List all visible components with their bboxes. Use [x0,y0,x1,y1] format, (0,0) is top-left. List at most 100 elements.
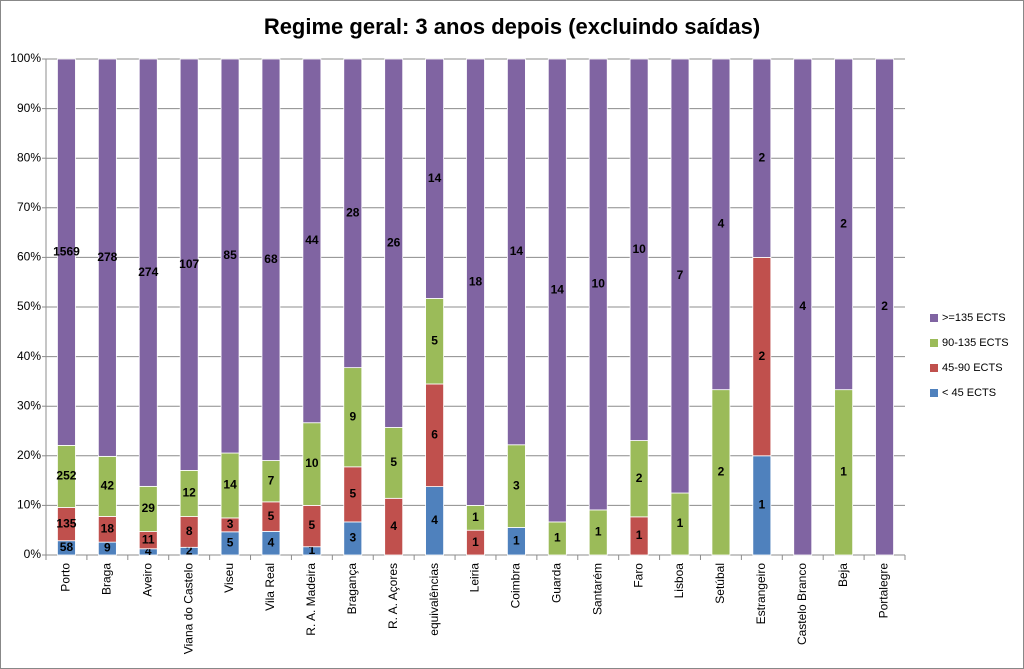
data-label: 2 [718,465,725,479]
x-tick-label: Bragança [345,563,359,615]
data-label: 18 [101,521,115,535]
data-label: 1 [513,533,520,547]
legend-label: >=135 ECTS [942,312,1006,324]
legend-swatch [930,364,938,372]
x-tick-label: Castelo Branco [795,563,809,645]
data-label: 2 [881,299,888,313]
data-label: 9 [349,409,356,423]
data-label: 7 [677,268,684,282]
x-tick-label: Aveiro [140,563,154,597]
data-label: 4 [390,519,397,533]
data-label: 3 [227,517,234,531]
y-tick-label: 80% [17,150,41,164]
y-tick-label: 90% [17,101,41,115]
data-label: 9 [104,541,111,555]
bar-segment [302,58,322,424]
data-label: 3 [513,478,520,492]
data-label: 68 [264,252,278,266]
data-label: 29 [142,501,156,515]
data-label: 1 [636,528,643,542]
data-label: 6 [431,427,438,441]
data-label: 8 [186,524,193,538]
y-tick-label: 0% [24,547,42,561]
bar-segment [220,58,240,454]
data-label: 4 [799,299,806,313]
x-tick-label: Beja [836,563,850,587]
x-tick-label: R. A. Madeira [304,563,318,636]
data-label: 10 [305,456,319,470]
x-tick-label: Viseu [222,563,236,593]
data-label: 58 [60,540,74,554]
bar-segment [179,58,199,471]
data-label: 274 [138,265,158,279]
data-label: 1 [758,498,765,512]
legend-label: 45-90 ECTS [942,362,1003,374]
x-tick-label: Lisboa [672,563,686,599]
y-tick-label: 40% [17,349,41,363]
data-label: 4 [145,544,152,558]
bar-segment [752,58,772,258]
data-label: 14 [551,283,565,297]
x-tick-label: Portalegre [877,563,891,619]
data-label: 2 [636,471,643,485]
data-label: 5 [309,518,316,532]
bar-segment [793,58,813,556]
bar-segment [875,58,894,556]
y-tick-label: 60% [17,250,41,264]
bar-segment [138,58,158,487]
data-label: 1 [595,525,602,539]
data-label: 1569 [53,244,80,258]
y-tick-label: 20% [17,448,41,462]
data-label: 11 [142,532,155,546]
data-label: 12 [182,486,196,500]
x-tick-label: Coimbra [509,563,523,609]
y-tick-label: 50% [17,299,41,313]
x-tick-label: Setúbal [713,563,727,604]
data-label: 3 [349,531,356,545]
y-tick-label: 30% [17,398,41,412]
data-label: 1 [840,465,847,479]
data-label: 44 [305,233,319,247]
data-label: 2 [840,217,847,231]
bar-segment [834,58,854,391]
chart-title: Regime geral: 3 anos depois (excluindo s… [264,14,760,39]
x-tick-label: Leiria [468,563,482,593]
data-label: 1 [472,535,479,549]
x-tick-label: R. A. Açores [386,563,400,629]
bar-segment [588,58,608,511]
x-tick-label: Braga [100,563,114,595]
data-label: 28 [346,205,360,219]
legend-label: < 45 ECTS [942,387,996,399]
data-label: 135 [56,516,76,530]
bar-segment [261,58,281,461]
data-label: 10 [632,242,646,256]
legend-swatch [930,314,938,322]
data-label: 1 [472,510,479,524]
data-label: 26 [387,235,401,249]
data-label: 85 [223,248,237,262]
x-tick-label: Viana do Castelo [181,563,195,655]
data-label: 5 [349,487,356,501]
data-label: 10 [592,277,606,291]
data-label: 14 [428,171,442,185]
data-label: 18 [469,274,483,288]
bar-segment [507,58,526,446]
bar-segment [670,58,690,494]
data-label: 4 [431,513,438,527]
x-tick-label: Porto [59,563,73,592]
data-label: 2 [758,150,765,164]
x-tick-label: Vila Real [263,563,277,611]
legend-label: 90-135 ECTS [942,337,1009,349]
y-tick-label: 10% [17,498,41,512]
bar-segment [343,58,363,369]
bar-segment [97,58,117,457]
bar-segment [629,58,649,441]
bar-segment [57,58,76,446]
data-label: 14 [510,244,524,258]
data-label: 107 [179,257,199,271]
data-label: 2 [758,349,765,363]
data-label: 252 [56,469,76,483]
legend-swatch [930,339,938,347]
data-label: 5 [431,333,438,347]
